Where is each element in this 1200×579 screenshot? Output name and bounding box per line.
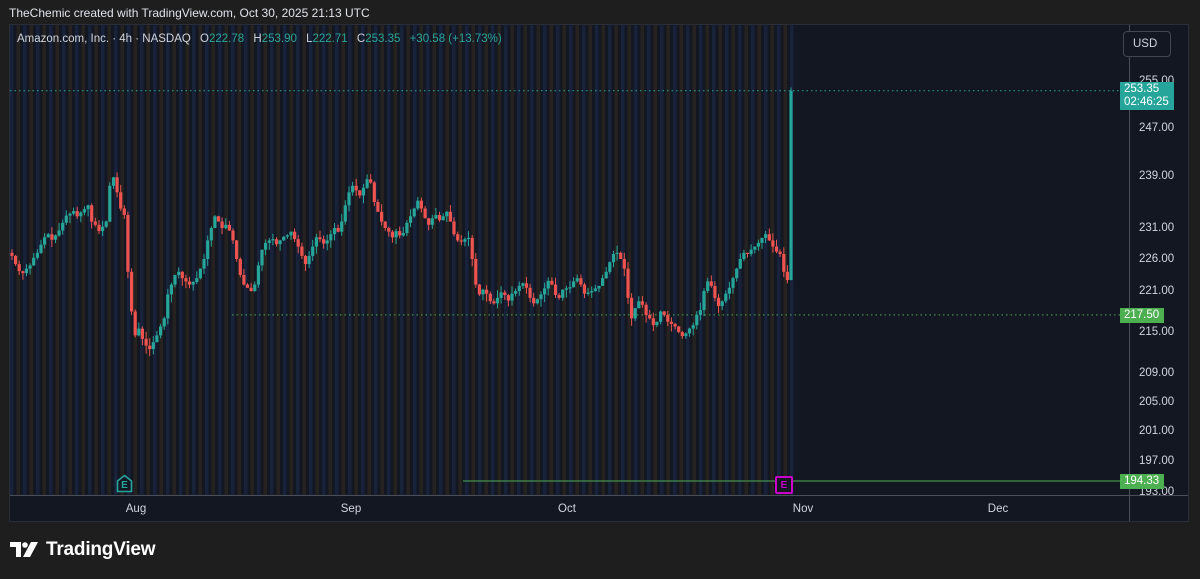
close-label: C	[356, 33, 366, 45]
high-label: H	[253, 33, 262, 45]
price-tick: 215.00	[1139, 326, 1175, 338]
change-value: +30.58 (+13.73%)	[409, 33, 502, 45]
tradingview-logo-icon	[10, 542, 38, 557]
time-axis[interactable]: Aug Sep Oct Nov Dec	[10, 495, 1129, 521]
price-tick: 221.00	[1139, 285, 1175, 297]
low-label: L	[306, 33, 313, 45]
low-value: 222.71	[312, 33, 348, 45]
earnings-marker-past[interactable]: E	[116, 474, 133, 493]
high-value: 253.90	[261, 33, 297, 45]
symbol-legend: Amazon.com, Inc. · 4h · NASDAQ O222.78 H…	[17, 33, 508, 45]
price-tick: 231.00	[1139, 222, 1175, 234]
brand-name: TradingView	[46, 539, 156, 560]
price-tick: 201.00	[1139, 425, 1175, 437]
open-value: 222.78	[209, 33, 245, 45]
open-label: O	[200, 33, 209, 45]
close-value: 253.35	[365, 33, 401, 45]
symbol-title[interactable]: Amazon.com, Inc. · 4h · NASDAQ	[17, 33, 191, 45]
currency-button[interactable]: USD	[1123, 31, 1171, 57]
chart-container[interactable]: Amazon.com, Inc. · 4h · NASDAQ O222.78 H…	[9, 24, 1189, 522]
bar-countdown: 02:46:25	[1124, 96, 1169, 108]
earnings-house-icon	[116, 474, 133, 493]
time-tick: Aug	[125, 503, 147, 515]
last-price-value: 253.35	[1124, 83, 1160, 95]
price-tick: 209.00	[1139, 367, 1175, 379]
time-tick: Dec	[987, 503, 1009, 515]
chart-attribution: TheChemic created with TradingView.com, …	[9, 6, 370, 20]
price-tick: 239.00	[1139, 170, 1175, 182]
level-badge-194: 194.33	[1120, 474, 1165, 489]
axis-corner	[1129, 495, 1188, 521]
level-badge-217: 217.50	[1120, 308, 1165, 323]
time-tick: Oct	[558, 503, 576, 515]
time-tick: Nov	[792, 503, 814, 515]
last-price-badge: 253.35 02:46:25	[1120, 82, 1174, 110]
candlestick-chart[interactable]	[10, 25, 1129, 495]
price-tick: 226.00	[1139, 253, 1175, 265]
price-tick: 247.00	[1139, 122, 1175, 134]
time-tick: Sep	[340, 503, 362, 515]
price-tick: 205.00	[1139, 396, 1175, 408]
earnings-marker-upcoming[interactable]: E	[775, 476, 793, 494]
price-tick: 197.00	[1139, 455, 1175, 467]
tradingview-logo: TradingView	[10, 539, 156, 561]
price-plot-area[interactable]	[10, 25, 1129, 495]
